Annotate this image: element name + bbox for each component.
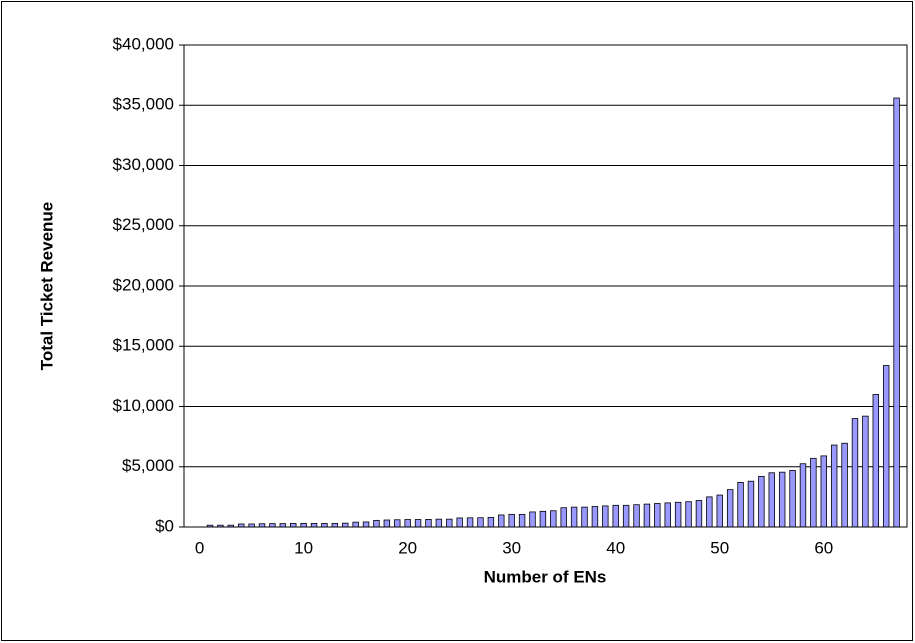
bar [664,502,671,528]
bar [820,455,827,528]
bar [321,522,328,528]
bar [456,517,463,528]
x-tick-label: 30 [502,538,521,557]
bar [654,503,661,528]
bar [685,501,692,528]
bar [591,506,599,528]
bar [768,472,775,528]
bar [643,503,651,528]
bar [394,519,401,528]
bar [747,480,755,528]
bar [383,519,391,528]
y-tick-label: $0 [155,516,174,535]
bar [425,519,432,528]
bar [570,506,578,528]
y-tick-label: $35,000 [113,95,174,114]
bar [362,521,370,528]
x-tick-label: 0 [195,538,204,557]
bar [581,506,588,528]
bar [851,418,859,528]
bar [352,521,359,528]
bar [758,475,765,528]
bar [529,511,536,528]
bar [550,510,557,528]
bar [300,522,307,528]
bar [726,489,734,528]
bar [279,523,287,528]
bar [695,500,703,528]
y-tick-label: $10,000 [113,396,174,415]
bar [539,510,547,528]
x-tick-label: 50 [710,538,729,557]
bar [290,522,297,528]
y-tick-label: $25,000 [113,215,174,234]
bar [446,518,453,528]
bar [674,501,682,528]
x-tick-label: 60 [814,538,833,557]
bar [331,522,339,528]
bar [414,519,422,528]
bar [518,513,526,528]
bar [342,522,349,528]
bar [373,519,380,528]
bar [612,504,619,528]
bar [508,513,515,528]
bar [602,505,609,528]
bar [560,507,567,528]
bar [716,494,723,528]
bar [799,463,807,528]
bar [706,496,713,528]
bar [893,97,900,528]
bar [487,516,495,528]
bar [498,514,505,528]
bar [830,444,838,528]
x-tick-label: 10 [294,538,313,557]
bar [435,518,443,528]
y-tick-label: $30,000 [113,155,174,174]
y-tick-label: $15,000 [113,336,174,355]
x-axis-title: Number of ENs [484,567,607,586]
y-axis-title: Total Ticket Revenue [37,202,56,370]
bar [404,519,411,528]
bar [633,504,640,528]
x-tick-label: 40 [606,538,625,557]
bar [269,523,276,528]
bar [622,504,630,528]
y-tick-label: $20,000 [113,275,174,294]
bar [882,365,890,528]
bar [737,482,744,528]
x-tick-label: 20 [398,538,417,557]
bar [810,457,817,528]
bar [789,469,796,528]
bar [477,517,484,528]
bar [862,415,869,528]
bar [466,517,474,528]
y-tick-label: $5,000 [122,456,174,475]
bar [310,522,318,528]
y-tick-label: $40,000 [113,34,174,53]
bar [872,394,880,528]
bar [778,471,786,528]
bar [841,442,848,528]
